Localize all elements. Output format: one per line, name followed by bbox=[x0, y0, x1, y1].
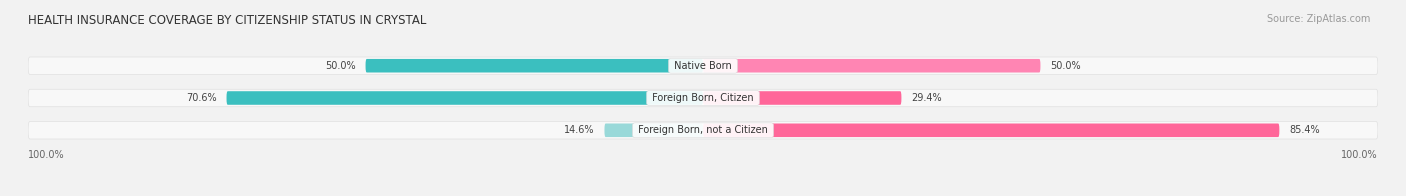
FancyBboxPatch shape bbox=[703, 123, 1279, 137]
FancyBboxPatch shape bbox=[703, 59, 1040, 73]
Text: 50.0%: 50.0% bbox=[1050, 61, 1081, 71]
Text: Source: ZipAtlas.com: Source: ZipAtlas.com bbox=[1267, 14, 1371, 24]
Text: HEALTH INSURANCE COVERAGE BY CITIZENSHIP STATUS IN CRYSTAL: HEALTH INSURANCE COVERAGE BY CITIZENSHIP… bbox=[28, 14, 426, 27]
Text: 70.6%: 70.6% bbox=[186, 93, 217, 103]
Text: 100.0%: 100.0% bbox=[1341, 150, 1378, 160]
Text: Foreign Born, not a Citizen: Foreign Born, not a Citizen bbox=[636, 125, 770, 135]
Text: 50.0%: 50.0% bbox=[325, 61, 356, 71]
Text: 14.6%: 14.6% bbox=[564, 125, 595, 135]
FancyBboxPatch shape bbox=[28, 122, 1378, 139]
FancyBboxPatch shape bbox=[605, 123, 703, 137]
Text: 29.4%: 29.4% bbox=[911, 93, 942, 103]
Text: 85.4%: 85.4% bbox=[1289, 125, 1320, 135]
FancyBboxPatch shape bbox=[28, 89, 1378, 107]
FancyBboxPatch shape bbox=[703, 91, 901, 105]
FancyBboxPatch shape bbox=[366, 59, 703, 73]
FancyBboxPatch shape bbox=[226, 91, 703, 105]
Text: Foreign Born, Citizen: Foreign Born, Citizen bbox=[650, 93, 756, 103]
FancyBboxPatch shape bbox=[28, 57, 1378, 74]
Text: 100.0%: 100.0% bbox=[28, 150, 65, 160]
Text: Native Born: Native Born bbox=[671, 61, 735, 71]
